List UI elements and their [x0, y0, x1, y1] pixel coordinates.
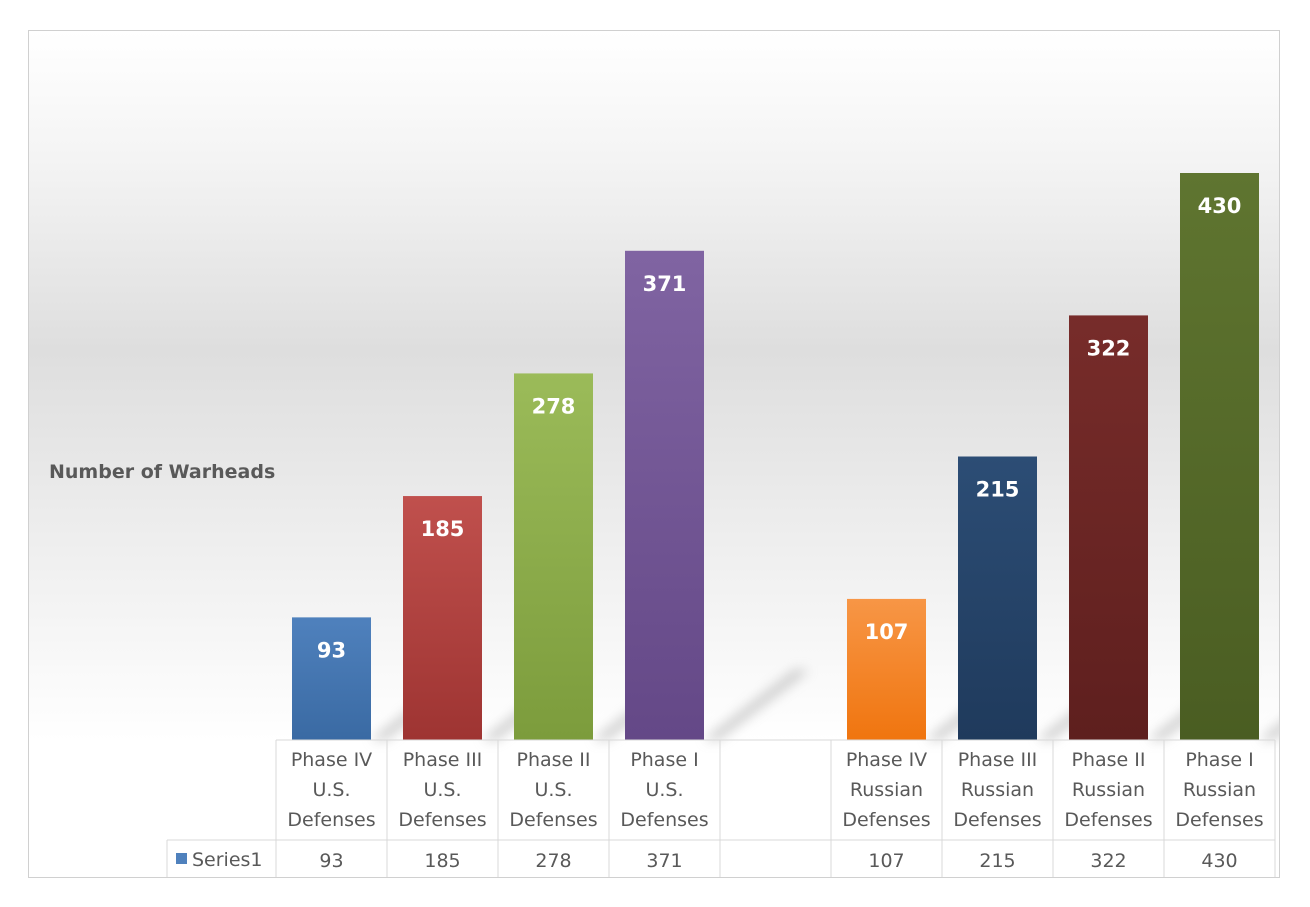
chart-frame: 93 185 278 371 107 215 322 430 Number of Warhea…: [28, 30, 1280, 878]
category-label: Phase III: [958, 749, 1038, 771]
category-label: Defenses: [1064, 809, 1152, 831]
category-label: Defenses: [620, 809, 708, 831]
bar-value-label: 278: [532, 394, 576, 418]
bar: [625, 250, 704, 740]
table-cell-value: 185: [424, 850, 460, 872]
legend-series-name: Series1: [192, 849, 263, 871]
category-label: U.S.: [312, 779, 350, 801]
bar: [514, 373, 593, 740]
data-table: Phase IV U.S. Defenses 93 Phase III U.S. Defen…: [166, 739, 1276, 877]
category-label: Russian: [1072, 779, 1145, 801]
bar-value-label: 371: [643, 272, 687, 296]
category-label: Phase IV: [291, 749, 372, 771]
bar: [1180, 173, 1259, 740]
table-cell-value: 107: [868, 850, 904, 872]
table-cell-value: 430: [1201, 850, 1237, 872]
category-label: Russian: [961, 779, 1034, 801]
category-label: Phase IV: [846, 749, 927, 771]
table-cell-value: 278: [535, 850, 571, 872]
category-label: U.S.: [534, 779, 572, 801]
table-cell-value: 93: [319, 850, 343, 872]
category-label: Russian: [850, 779, 923, 801]
bar-shadow: [1259, 724, 1279, 740]
category-label: Defenses: [1175, 809, 1263, 831]
category-label: U.S.: [645, 779, 683, 801]
bar-value-label: 430: [1198, 194, 1242, 218]
category-label: Phase I: [630, 749, 698, 771]
bar-shadow: [704, 670, 809, 740]
table-cell-value: 215: [979, 850, 1015, 872]
bar: [847, 598, 926, 740]
bar: [403, 496, 482, 740]
bar: [1069, 315, 1148, 740]
bar: [292, 617, 371, 740]
category-label: Russian: [1183, 779, 1256, 801]
table-cell-value: 371: [646, 850, 682, 872]
y-axis-title: Number of Warheads: [49, 461, 275, 483]
bars: [292, 173, 1259, 740]
category-label: Defenses: [398, 809, 486, 831]
bar-value-label: 107: [865, 620, 909, 644]
category-label: Phase I: [1185, 749, 1253, 771]
category-label: Defenses: [509, 809, 597, 831]
category-label: Defenses: [953, 809, 1041, 831]
bar: [958, 456, 1037, 740]
category-label: Phase II: [1072, 749, 1146, 771]
bar-value-label: 322: [1087, 336, 1131, 360]
category-label: Defenses: [842, 809, 930, 831]
category-label: Defenses: [287, 809, 375, 831]
bar-chart: 93 185 278 371 107 215 322 430 Number of Warhea…: [29, 31, 1279, 877]
category-label: U.S.: [423, 779, 461, 801]
bar-value-label: 215: [976, 478, 1020, 502]
bar-value-labels: 93 185 278 371 107 215 322 430: [317, 194, 1242, 662]
bar-value-label: 93: [317, 638, 346, 662]
category-label: Phase II: [517, 749, 591, 771]
bar-value-label: 185: [421, 517, 465, 541]
table-cell-value: 322: [1090, 850, 1126, 872]
legend-swatch: [176, 853, 187, 864]
category-label: Phase III: [403, 749, 483, 771]
